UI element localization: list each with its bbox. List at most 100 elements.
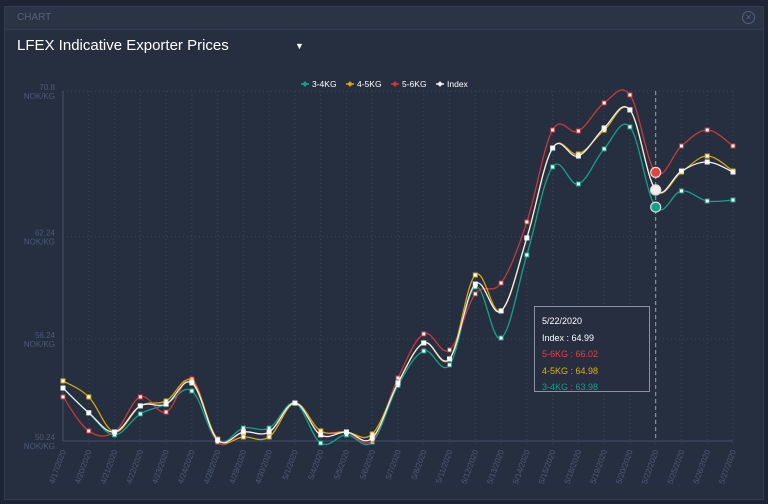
data-point-index <box>550 145 556 151</box>
data-point-index <box>678 168 684 174</box>
x-tick-label: 5/14/2020 <box>511 448 532 485</box>
x-tick-label: 5/8/2020 <box>410 448 429 481</box>
data-point-index <box>189 380 195 386</box>
data-point-index <box>395 380 401 386</box>
data-point-index <box>86 410 92 416</box>
y-tick-unit: NOK/KG <box>24 238 55 247</box>
series-line-3-4kg <box>62 123 734 446</box>
data-point-5-6kg <box>601 100 607 106</box>
data-point-5-6kg <box>137 394 143 400</box>
data-point-index <box>112 429 118 435</box>
y-tick-label: 50.24 <box>35 433 56 442</box>
data-point-3-4kg <box>704 198 710 204</box>
data-point-3-4kg <box>550 164 556 170</box>
data-point-3-4kg <box>318 440 324 446</box>
data-point-5-6kg <box>86 428 92 434</box>
data-point-index <box>137 403 143 409</box>
legend-item-5-6kg: 5-6KG <box>402 79 427 89</box>
data-point-index <box>163 401 169 407</box>
data-point-5-6kg <box>163 409 169 415</box>
tooltip-row-3-4kg: 3-4KG : 63.98 <box>542 382 599 392</box>
x-tick-label: 5/13/2020 <box>485 448 506 485</box>
data-point-3-4kg <box>266 425 272 431</box>
data-point-index <box>318 432 324 438</box>
data-point-4-5kg <box>60 378 66 384</box>
x-tick-label: 5/12/2020 <box>460 448 481 485</box>
data-point-4-5kg <box>318 428 324 434</box>
data-point-3-4kg <box>575 181 581 187</box>
data-point-5-6kg <box>550 127 556 133</box>
x-tick-label: 5/7/2020 <box>384 448 403 481</box>
data-point-index <box>266 429 272 435</box>
data-point-index <box>215 437 221 443</box>
data-point-index <box>704 159 710 165</box>
data-point-4-5kg <box>240 434 246 440</box>
x-tick-label: 5/6/2020 <box>358 448 377 481</box>
data-point-3-4kg <box>730 197 736 203</box>
data-point-3-4kg <box>137 411 143 417</box>
data-point-index <box>627 107 633 113</box>
data-point-index <box>369 435 375 441</box>
data-point-3-4kg <box>421 348 427 354</box>
window-title: CHART <box>17 12 52 23</box>
highlight-point-5-6kg <box>650 166 662 178</box>
data-point-index <box>730 169 736 175</box>
close-circle-icon[interactable]: ✕ <box>742 11 755 24</box>
x-tick-label: 4/17/2020 <box>47 448 68 485</box>
data-point-5-6kg <box>678 143 684 149</box>
x-tick-label: 5/27/2020 <box>717 448 738 485</box>
x-tick-label: 4/28/2020 <box>202 448 223 485</box>
y-tick-unit: NOK/KG <box>24 442 55 451</box>
data-point-5-6kg <box>627 92 633 98</box>
data-point-index <box>601 125 607 131</box>
x-tick-label: 5/5/2020 <box>332 448 351 481</box>
series-line-5-6kg <box>62 89 734 446</box>
data-point-3-4kg <box>678 188 684 194</box>
data-point-3-4kg <box>240 425 246 431</box>
data-point-3-4kg <box>498 335 504 341</box>
data-point-index <box>240 429 246 435</box>
x-tick-label: 5/22/2020 <box>640 448 661 485</box>
window-header: CHART ✕ <box>5 7 763 30</box>
data-point-3-4kg <box>447 362 453 368</box>
x-tick-label: 5/4/2020 <box>306 448 325 481</box>
x-tick-label: 5/11/2020 <box>434 448 455 484</box>
chart-selector[interactable]: LFEX Indicative Exporter Prices <box>17 37 229 54</box>
y-tick-unit: NOK/KG <box>24 92 55 101</box>
data-point-5-6kg <box>575 128 581 134</box>
data-point-index <box>498 308 504 314</box>
tooltip-row-index: Index : 64.99 <box>542 332 595 343</box>
data-point-5-6kg <box>472 291 478 297</box>
x-tick-label: 5/25/2020 <box>666 448 687 485</box>
series-line-index <box>62 106 734 444</box>
data-point-index <box>421 340 427 346</box>
data-point-index <box>472 281 478 287</box>
x-tick-label: 5/18/2020 <box>563 448 584 485</box>
x-tick-label: 4/24/2020 <box>176 448 197 485</box>
data-point-5-6kg <box>60 394 66 400</box>
data-point-5-6kg <box>498 280 504 286</box>
y-tick-label: 62.24 <box>35 229 56 238</box>
legend-marker-icon <box>437 81 443 87</box>
data-point-3-4kg <box>601 146 607 152</box>
x-tick-label: 4/20/2020 <box>73 448 94 485</box>
x-tick-label: 5/15/2020 <box>537 448 558 485</box>
data-point-5-6kg <box>421 331 427 337</box>
data-point-index <box>60 385 66 391</box>
x-tick-label: 5/19/2020 <box>588 448 609 485</box>
x-tick-label: 4/30/2020 <box>253 448 274 485</box>
legend-item-index: Index <box>447 79 469 89</box>
highlight-point-index <box>650 184 662 196</box>
legend-item-4-5kg: 4-5KG <box>357 79 382 89</box>
data-point-5-6kg <box>447 347 453 353</box>
x-tick-label: 4/29/2020 <box>228 448 249 485</box>
data-point-4-5kg <box>266 434 272 440</box>
data-point-index <box>447 356 453 362</box>
data-point-3-4kg <box>627 124 633 130</box>
caret-down-icon[interactable]: ▼ <box>295 41 304 51</box>
data-point-index <box>575 153 581 159</box>
tooltip: 5/22/2020 Index : 64.99 5-6KG : 66.02 4-… <box>534 306 650 392</box>
y-tick-label: 56.24 <box>35 331 56 340</box>
data-point-5-6kg <box>730 143 736 149</box>
